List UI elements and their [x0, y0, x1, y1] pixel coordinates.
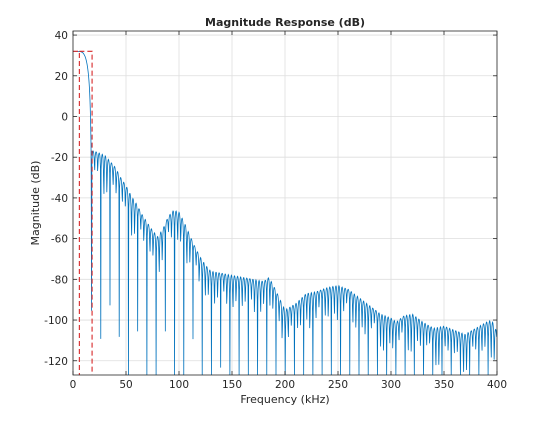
passband-mask-line [73, 50, 80, 375]
x-axis-label: Frequency (kHz) [240, 393, 329, 406]
x-tick-label: 300 [381, 379, 401, 391]
x-tick-label: 0 [70, 379, 77, 391]
y-tick-label: 0 [61, 111, 68, 123]
x-tick-label: 350 [434, 379, 454, 391]
axis-ticks: 0 50 100 150 200 250 300 350 400-120-100-80-60-4… [44, 30, 507, 391]
x-tick-label: 150 [222, 379, 242, 391]
chart-title: Magnitude Response (dB) [205, 16, 365, 29]
stopband-mask-line [79, 50, 93, 375]
x-tick-label: 200 [275, 379, 295, 391]
x-tick-label: 100 [169, 379, 189, 391]
y-axis-label: Magnitude (dB) [29, 161, 42, 246]
x-tick-label: 50 [119, 379, 132, 391]
y-tick-label: -20 [51, 152, 68, 164]
x-tick-label: 250 [328, 379, 348, 391]
magnitude-series [73, 50, 497, 375]
y-tick-label: -100 [44, 315, 68, 327]
y-tick-label: -40 [51, 193, 68, 205]
filter-mask [73, 50, 93, 375]
magnitude-line [73, 50, 497, 375]
x-tick-label: 400 [487, 379, 507, 391]
y-tick-label: 40 [55, 30, 68, 42]
y-tick-label: 20 [55, 71, 68, 83]
y-tick-label: -60 [51, 234, 68, 246]
y-tick-label: -80 [51, 274, 68, 286]
y-tick-label: -120 [44, 356, 68, 368]
